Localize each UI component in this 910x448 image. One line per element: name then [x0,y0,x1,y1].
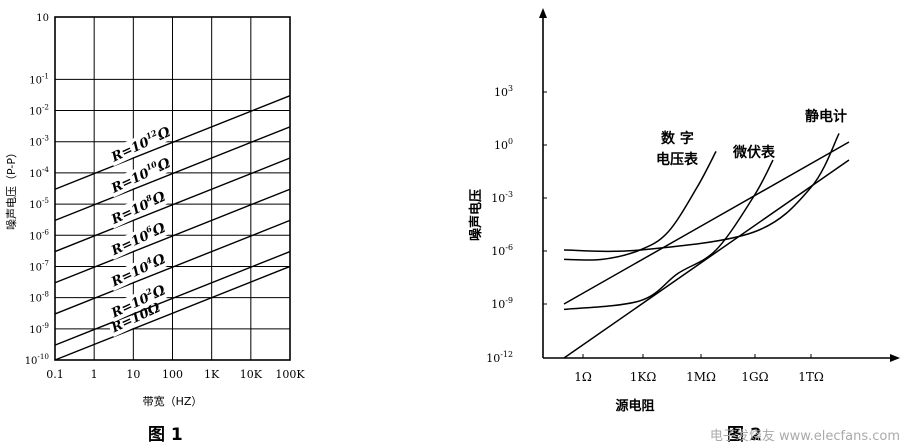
figure-2-annotation: 数 字 [661,130,694,147]
figure-2-caption: 图 2 [727,425,762,445]
figure-1-y-tick-label: 10-1 [29,71,49,86]
figure-2-y-tick-label: 10-6 [491,243,513,258]
figure-1-x-tick-label: 1K [204,368,220,381]
figure-1-y-tick-label: 10-3 [29,134,49,149]
figure-2-series-curve [563,159,850,359]
figure-2-y-tick-label: 103 [494,84,513,99]
figure-2-series-curve [563,133,840,253]
figure-2-y-tick-label: 10-12 [486,350,513,365]
figure-1-series-line [54,126,291,222]
figure-2-y-tick-label: 10-9 [491,296,513,311]
figure-2-axes [542,16,894,359]
figure-1-y-tick-label: 10-2 [29,103,49,118]
figure-2-y-axis-label: 噪声电压 [468,189,484,241]
figure-1-y-tick-label: 10-10 [25,352,50,367]
figure-1-grid [54,16,291,361]
figure-1-x-tick-label: 0.1 [46,368,64,381]
figure-1-y-tick-label: 10-7 [29,258,49,273]
figure-2-x-arrow [890,354,900,362]
figure-1-series-line [54,250,291,346]
figure-2-series-curve [563,151,717,261]
watermark-text: 电子发烧友 www.elecfans.com [709,429,900,444]
figure-1-y-tick-label: 10-6 [29,227,49,242]
figure-2-x-tick-label: 1KΩ [630,370,657,384]
figure-2-annotation: 微伏表 [732,144,776,161]
figure-1-series-line [54,95,291,190]
figure-1-y-tick-label: 10-4 [29,165,49,180]
figure-1-y-tick-label: 10-5 [29,196,49,211]
figure-2-annotation: 电压表 [656,151,699,168]
figure-1-x-axis-label: 带宽（HZ） [143,394,203,408]
figure-1-caption: 图 1 [148,425,183,445]
figure-2-y-tick-label: 100 [494,137,513,152]
figure-2-series-curve [563,141,850,305]
figure-1-x-tick-label: 10K [240,368,263,381]
figure-1-series-line [54,188,291,284]
figure-1-series-line [54,157,291,253]
figure-2-x-tick-label: 1GΩ [741,370,768,384]
figure-1-chart: 10-10 10-9 10-8 10-7 10-6 10-5 10-4 10-3 10-2 10-… [4,13,305,408]
figure-2-chart: 1Ω 1KΩ 1MΩ 1GΩ 1TΩ 10-12 10-9 10-6 10-3 100 103 源电阻… [468,8,900,414]
figure-2-x-tick-label: 1Ω [574,370,592,384]
figure-2-annotation: 静电计 [805,108,847,125]
figure-2-y-tick-label: 10-3 [491,190,513,205]
figure-1-y-tick-label: 10 [36,13,49,24]
figure-1-series-label: R=102Ω [106,279,172,323]
figure-1-series-line [54,265,291,361]
figure-2-series-curve [563,159,774,311]
figure-1-y-tick-label: 10-9 [29,321,49,336]
figure-1-x-tick-label: 100 [162,368,183,381]
figure-1-y-axis-label: 噪声电压（P-P） [4,147,18,230]
figure-2-x-tick-label: 1TΩ [798,370,824,384]
figure-1-x-tick-label: 100K [275,368,305,381]
figure-2-x-tick-label: 1MΩ [686,370,716,384]
figure-1-y-tick-label: 10-8 [29,290,49,305]
figure-2-y-arrow [539,8,547,18]
figure-1-series-line [54,219,291,315]
figure-1-x-tick-label: 1 [91,368,98,381]
figure-1-x-tick-label: 10 [126,368,140,381]
figure-2-x-axis-label: 源电阻 [615,398,654,414]
